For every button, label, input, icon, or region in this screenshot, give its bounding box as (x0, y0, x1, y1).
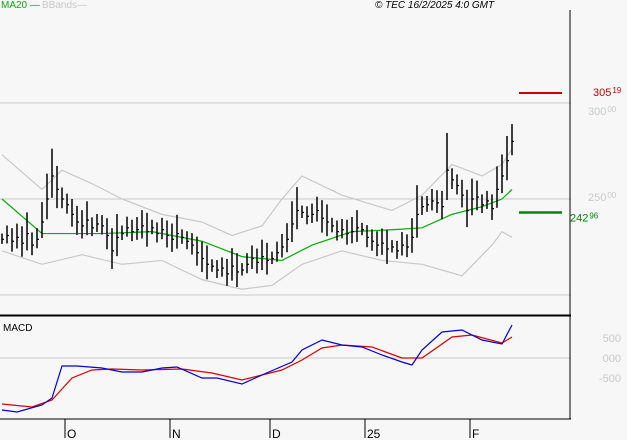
macd-y-tick-label: 500 (603, 333, 621, 345)
macd-y-tick-label: 000 (603, 353, 621, 365)
y-tick-label-dec: 00 (607, 105, 616, 114)
signal-line (1, 334, 513, 408)
bbands-label: BBands (42, 0, 78, 11)
x-tick-label: D (272, 427, 281, 440)
resistance-label-int: 305 (593, 87, 611, 99)
macd-y-tick-label: -500 (599, 373, 621, 385)
x-tick-label: 25 (367, 427, 381, 440)
y-tick-label: 25000 (588, 191, 617, 204)
copyright-text: © TEC 16/2/2025 4:0 GMT (375, 0, 495, 11)
support-label: 24296 (570, 212, 599, 225)
macd-line (1, 324, 513, 413)
x-tick-label: N (172, 427, 181, 440)
bband-lower-line (1, 230, 513, 290)
x-tick-label: O (67, 427, 76, 440)
resistance-label-dec: 19 (612, 86, 621, 95)
support-label-int: 242 (570, 213, 588, 225)
x-tick-label: F (472, 427, 479, 440)
bband-upper-line (1, 148, 513, 237)
macd-plot (1, 324, 513, 413)
resistance-label: 30519 (593, 86, 622, 99)
y-tick-label-dec: 00 (607, 191, 616, 200)
price-plot (1, 124, 514, 290)
support-label-dec: 96 (589, 212, 598, 221)
macd-title: MACD (3, 323, 32, 334)
legend-ma20: MA20 — (1, 0, 40, 11)
ma20-label: MA20 (1, 0, 28, 11)
legend-bbands: BBands— (42, 0, 88, 11)
y-tick-label-int: 250 (588, 192, 606, 204)
y-tick-label: 30000 (588, 105, 617, 118)
y-tick-label-int: 300 (588, 106, 606, 118)
